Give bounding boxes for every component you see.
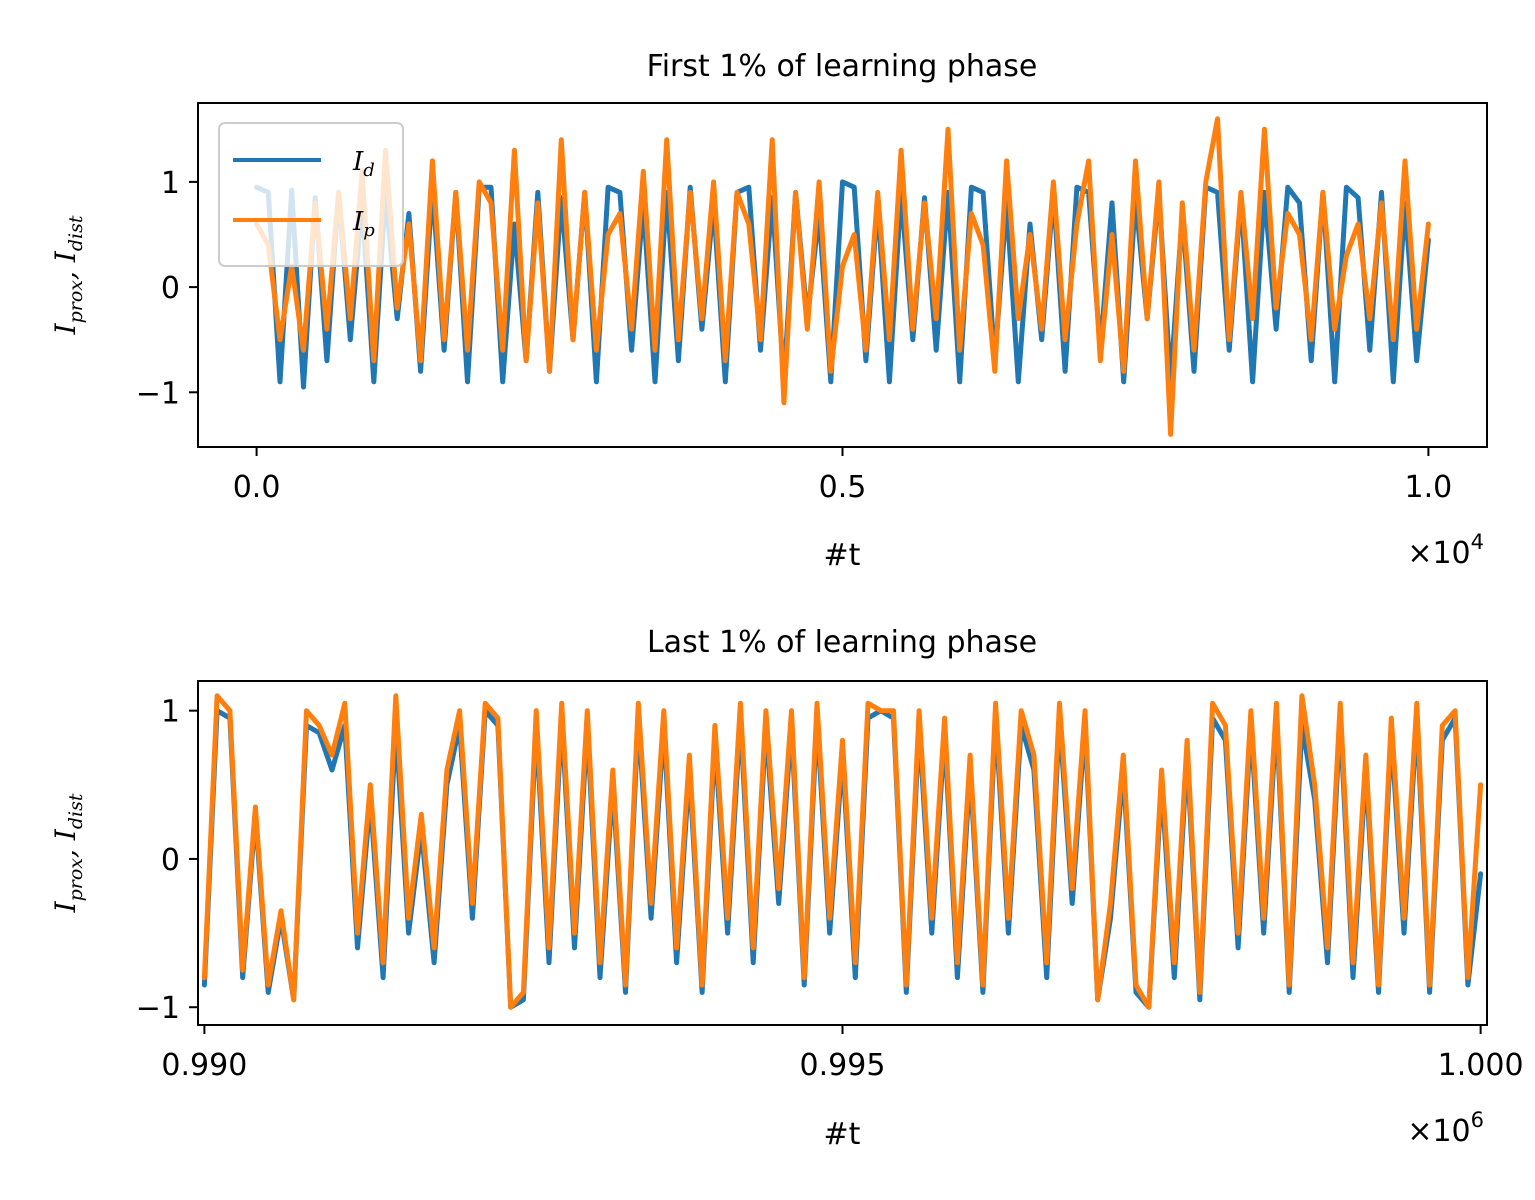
panel-top-y-label: Iprox, Idist bbox=[49, 215, 87, 335]
panel-top-offset-exp: 4 bbox=[1471, 530, 1484, 554]
y-tick-label: −1 bbox=[136, 376, 180, 411]
x-tick-label: 0.0 bbox=[233, 470, 281, 505]
x-tick-label: 0.990 bbox=[161, 1048, 247, 1083]
legend: Id Ip bbox=[218, 122, 404, 267]
panel-bottom-y-ticks: 1 0 −1 bbox=[136, 695, 198, 1026]
panel-bottom-series bbox=[201, 693, 1484, 1010]
x-tick-label: 1.000 bbox=[1438, 1048, 1524, 1083]
x-tick-label: 0.5 bbox=[819, 470, 867, 505]
panel-bottom-x-ticks: 0.990 0.995 1.000 bbox=[161, 1025, 1524, 1083]
panel-bottom-y-label: Iprox, Idist bbox=[49, 793, 87, 913]
panel-bottom-offset-text: ×106 bbox=[1407, 1108, 1484, 1149]
panel-bottom: Last 1% of learning phase 0.990 0.995 1.00… bbox=[49, 625, 1524, 1152]
panel-top: First 1% of learning phase 0.0 0.5 1.0 1 0 −… bbox=[49, 49, 1488, 573]
legend-label-id: Id bbox=[352, 147, 375, 181]
x-tick-label: 0.995 bbox=[800, 1048, 886, 1083]
series-line-i-p bbox=[201, 693, 1484, 1010]
legend-label-ip: Ip bbox=[352, 207, 375, 241]
panel-top-title: First 1% of learning phase bbox=[647, 49, 1038, 84]
panel-top-x-label: #t bbox=[824, 538, 861, 573]
panel-bottom-title: Last 1% of learning phase bbox=[647, 625, 1037, 660]
y-tick-label: 0 bbox=[161, 271, 180, 306]
legend-box bbox=[218, 122, 404, 267]
panel-top-series bbox=[254, 116, 1431, 437]
panel-bottom-offset-exp: 6 bbox=[1471, 1108, 1484, 1132]
y-tick-label: 1 bbox=[161, 695, 180, 730]
panel-bottom-x-label: #t bbox=[824, 1117, 861, 1152]
y-tick-label: 1 bbox=[161, 166, 180, 201]
panel-top-x-ticks: 0.0 0.5 1.0 bbox=[233, 447, 1453, 505]
y-tick-label: −1 bbox=[136, 991, 180, 1026]
panel-top-y-ticks: 1 0 −1 bbox=[136, 166, 198, 411]
panel-top-offset-base: ×10 bbox=[1407, 536, 1470, 571]
series-line-i-p bbox=[254, 116, 1431, 437]
y-tick-label: 0 bbox=[161, 843, 180, 878]
panel-bottom-offset-base: ×10 bbox=[1407, 1114, 1470, 1149]
panel-top-offset-text: ×104 bbox=[1407, 530, 1484, 571]
x-tick-label: 1.0 bbox=[1405, 470, 1453, 505]
